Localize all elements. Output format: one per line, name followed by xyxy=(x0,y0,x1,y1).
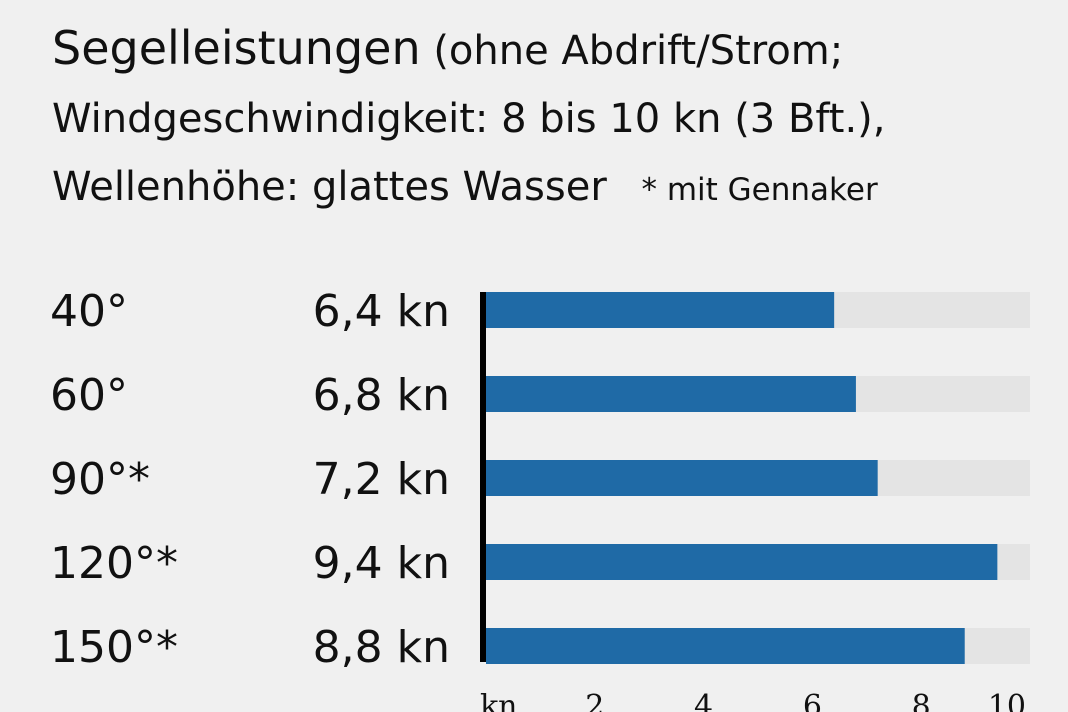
title-line-2: Windgeschwindigkeit: 8 bis 10 kn (3 Bft.… xyxy=(52,85,1052,153)
bar xyxy=(486,628,965,664)
title-line-1: Segelleistungen (ohne Abdrift/Strom; xyxy=(52,14,1052,85)
category-label: 150°* xyxy=(50,622,178,673)
chart-subtitle-1: (ohne Abdrift/Strom; xyxy=(433,28,844,74)
chart-header: Segelleistungen (ohne Abdrift/Strom; Win… xyxy=(52,14,1052,224)
tick-label: 10 xyxy=(988,689,1026,712)
category-label: 60° xyxy=(50,370,128,421)
bar xyxy=(486,544,998,580)
title-line-3: Wellenhöhe: glattes Wasser * mit Gennake… xyxy=(52,153,1052,224)
bar xyxy=(486,292,835,328)
bar xyxy=(486,460,878,496)
tick-label: kn xyxy=(480,689,518,712)
value-label: 7,2 kn xyxy=(313,454,450,505)
value-label: 9,4 kn xyxy=(313,538,450,589)
value-label: 6,4 kn xyxy=(313,286,450,337)
axis-line xyxy=(480,292,486,662)
tick-label: 4 xyxy=(694,689,713,712)
bar xyxy=(486,376,856,412)
tick-label: 6 xyxy=(803,689,822,712)
value-label: 8,8 kn xyxy=(313,622,450,673)
category-label: 90°* xyxy=(50,454,150,505)
gennaker-note: * mit Gennaker xyxy=(641,172,878,208)
category-label: 120°* xyxy=(50,538,178,589)
value-label: 6,8 kn xyxy=(313,370,450,421)
tick-label: 8 xyxy=(912,689,931,712)
category-label: 40° xyxy=(50,286,128,337)
chart-subtitle-3: Wellenhöhe: glattes Wasser xyxy=(52,164,607,210)
tick-label: 2 xyxy=(585,689,604,712)
chart-subtitle-2: Windgeschwindigkeit: 8 bis 10 kn (3 Bft.… xyxy=(52,96,886,142)
chart-title: Segelleistungen xyxy=(52,21,421,75)
